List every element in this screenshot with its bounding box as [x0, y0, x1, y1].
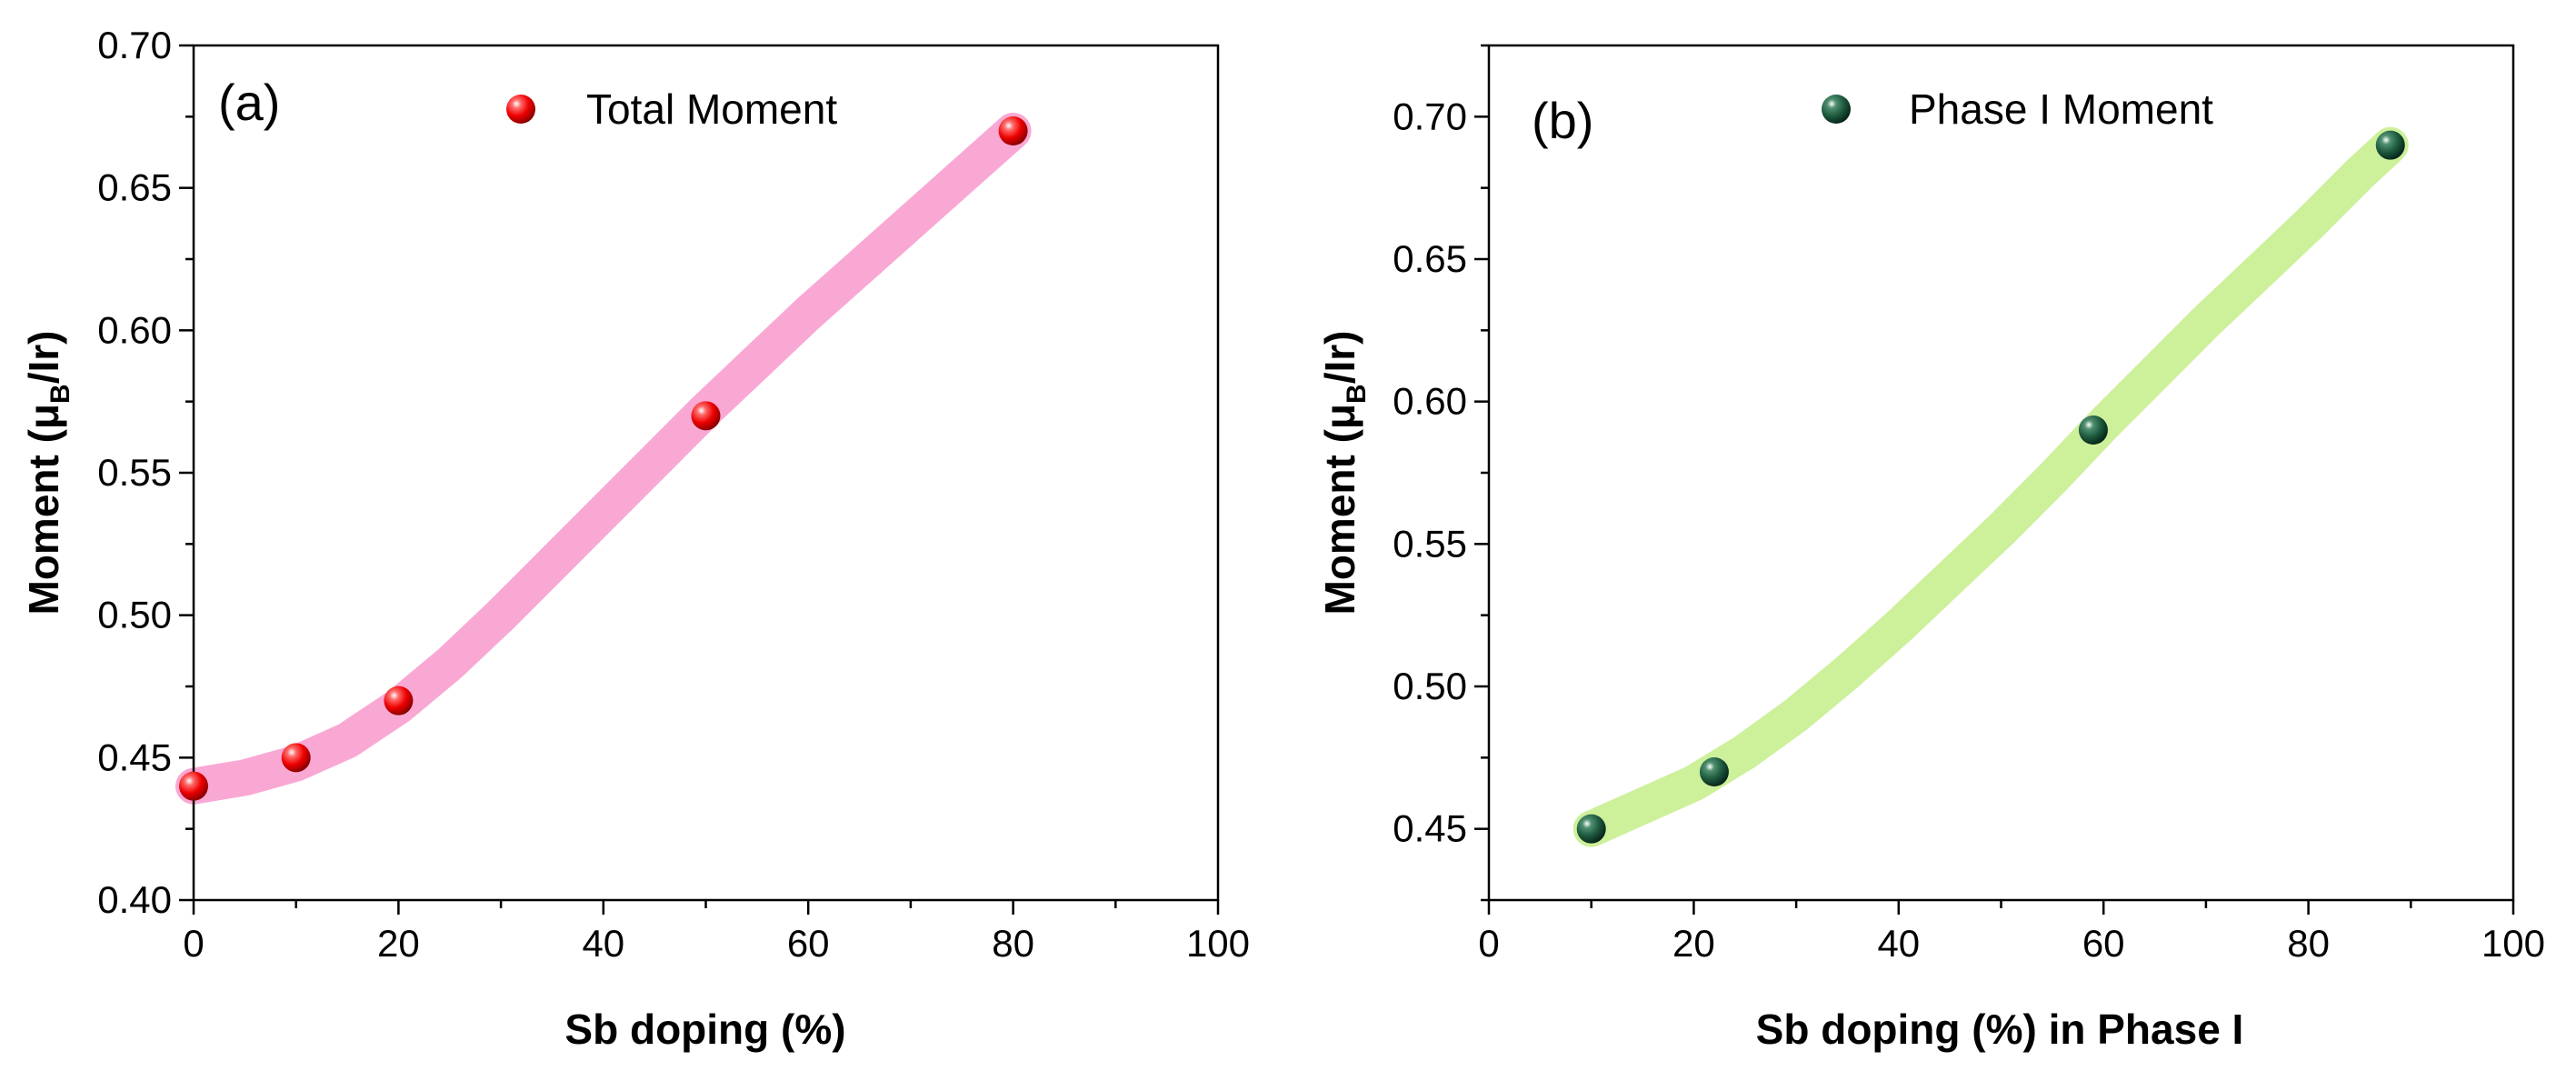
y-axis-title-a: Moment (μB/Ir) — [20, 330, 75, 615]
trend-band-b — [1573, 126, 2409, 847]
trend-band-b — [1573, 126, 2409, 847]
tick-labels-b: 0 20 40 60 80 100 0.45 0.50 0.55 0.60 0.65 0.70 — [1393, 95, 2545, 965]
legend-label-b: Phase I Moment — [1909, 85, 2213, 133]
ticks-b — [1474, 44, 2515, 915]
x-tick-label-a-2: 40 — [582, 922, 624, 965]
y-tick-label-a-3: 0.55 — [97, 451, 172, 494]
x-tick-label-a-5: 100 — [1186, 922, 1250, 965]
x-tick-label-a-1: 20 — [377, 922, 420, 965]
x-tick-label-a-3: 60 — [787, 922, 830, 965]
chart-panel-a: 0 20 40 60 80 100 0.40 0.45 0.50 0.55 0.60 0.65 0.70… — [20, 24, 1250, 1053]
x-axis-title-b: Sb doping (%) in Phase I — [1756, 1006, 2244, 1053]
x-tick-label-b-4: 80 — [2287, 922, 2330, 965]
y-tick-label-b-3: 0.60 — [1393, 380, 1467, 423]
y-tick-label-b-0: 0.45 — [1393, 807, 1467, 850]
data-point-a-4 — [998, 116, 1028, 145]
trend-band-a — [175, 113, 1032, 805]
plot-frame-b — [1487, 44, 2515, 902]
plot-frame-a — [192, 44, 1220, 902]
data-point-b-3 — [2375, 130, 2405, 160]
y-tick-label-a-0: 0.40 — [97, 878, 172, 921]
legend-marker-a — [506, 95, 535, 124]
y-tick-label-a-6: 0.70 — [97, 24, 172, 66]
data-points-a — [179, 116, 1028, 801]
legend-label-a: Total Moment — [586, 85, 837, 133]
x-tick-label-b-3: 60 — [2082, 922, 2125, 965]
y-axis-title-b: Moment (μB/Ir) — [1316, 330, 1372, 615]
chart-panel-b: 0 20 40 60 80 100 0.45 0.50 0.55 0.60 0.65 0.70 (b)… — [1316, 44, 2545, 1053]
data-point-a-2 — [384, 686, 414, 716]
x-axis-title-a: Sb doping (%) — [564, 1006, 845, 1053]
data-points-b — [1576, 130, 2405, 844]
legend-marker-b — [1822, 95, 1851, 124]
panel-label-b: (b) — [1532, 92, 1593, 149]
y-tick-label-a-4: 0.60 — [97, 308, 172, 351]
data-point-b-1 — [1699, 757, 1729, 786]
trend-band-a — [175, 113, 1032, 805]
y-tick-label-a-5: 0.65 — [97, 166, 172, 209]
y-tick-label-a-1: 0.45 — [97, 736, 172, 778]
panel-label-a: (a) — [218, 74, 280, 131]
data-point-a-0 — [179, 771, 208, 801]
y-tick-label-b-4: 0.65 — [1393, 237, 1467, 280]
legend-a: Total Moment — [506, 85, 837, 133]
ticks-a — [179, 44, 1220, 915]
y-tick-label-a-2: 0.50 — [97, 594, 172, 636]
data-point-b-0 — [1576, 814, 1606, 844]
x-tick-label-b-2: 40 — [1877, 922, 1920, 965]
data-point-a-1 — [281, 743, 311, 773]
y-tick-label-b-5: 0.70 — [1393, 95, 1467, 137]
x-tick-label-a-0: 0 — [183, 922, 204, 965]
x-tick-label-a-4: 80 — [992, 922, 1034, 965]
y-tick-label-b-2: 0.55 — [1393, 522, 1467, 565]
data-point-b-2 — [2078, 415, 2108, 445]
x-tick-label-b-5: 100 — [2481, 922, 2545, 965]
data-point-a-3 — [691, 401, 721, 431]
tick-labels-a: 0 20 40 60 80 100 0.40 0.45 0.50 0.55 0.60 0.65 0.70 — [97, 24, 1250, 965]
y-tick-label-b-1: 0.50 — [1393, 665, 1467, 707]
x-tick-label-b-0: 0 — [1478, 922, 1499, 965]
x-tick-label-b-1: 20 — [1672, 922, 1715, 965]
legend-b: Phase I Moment — [1822, 85, 2213, 133]
